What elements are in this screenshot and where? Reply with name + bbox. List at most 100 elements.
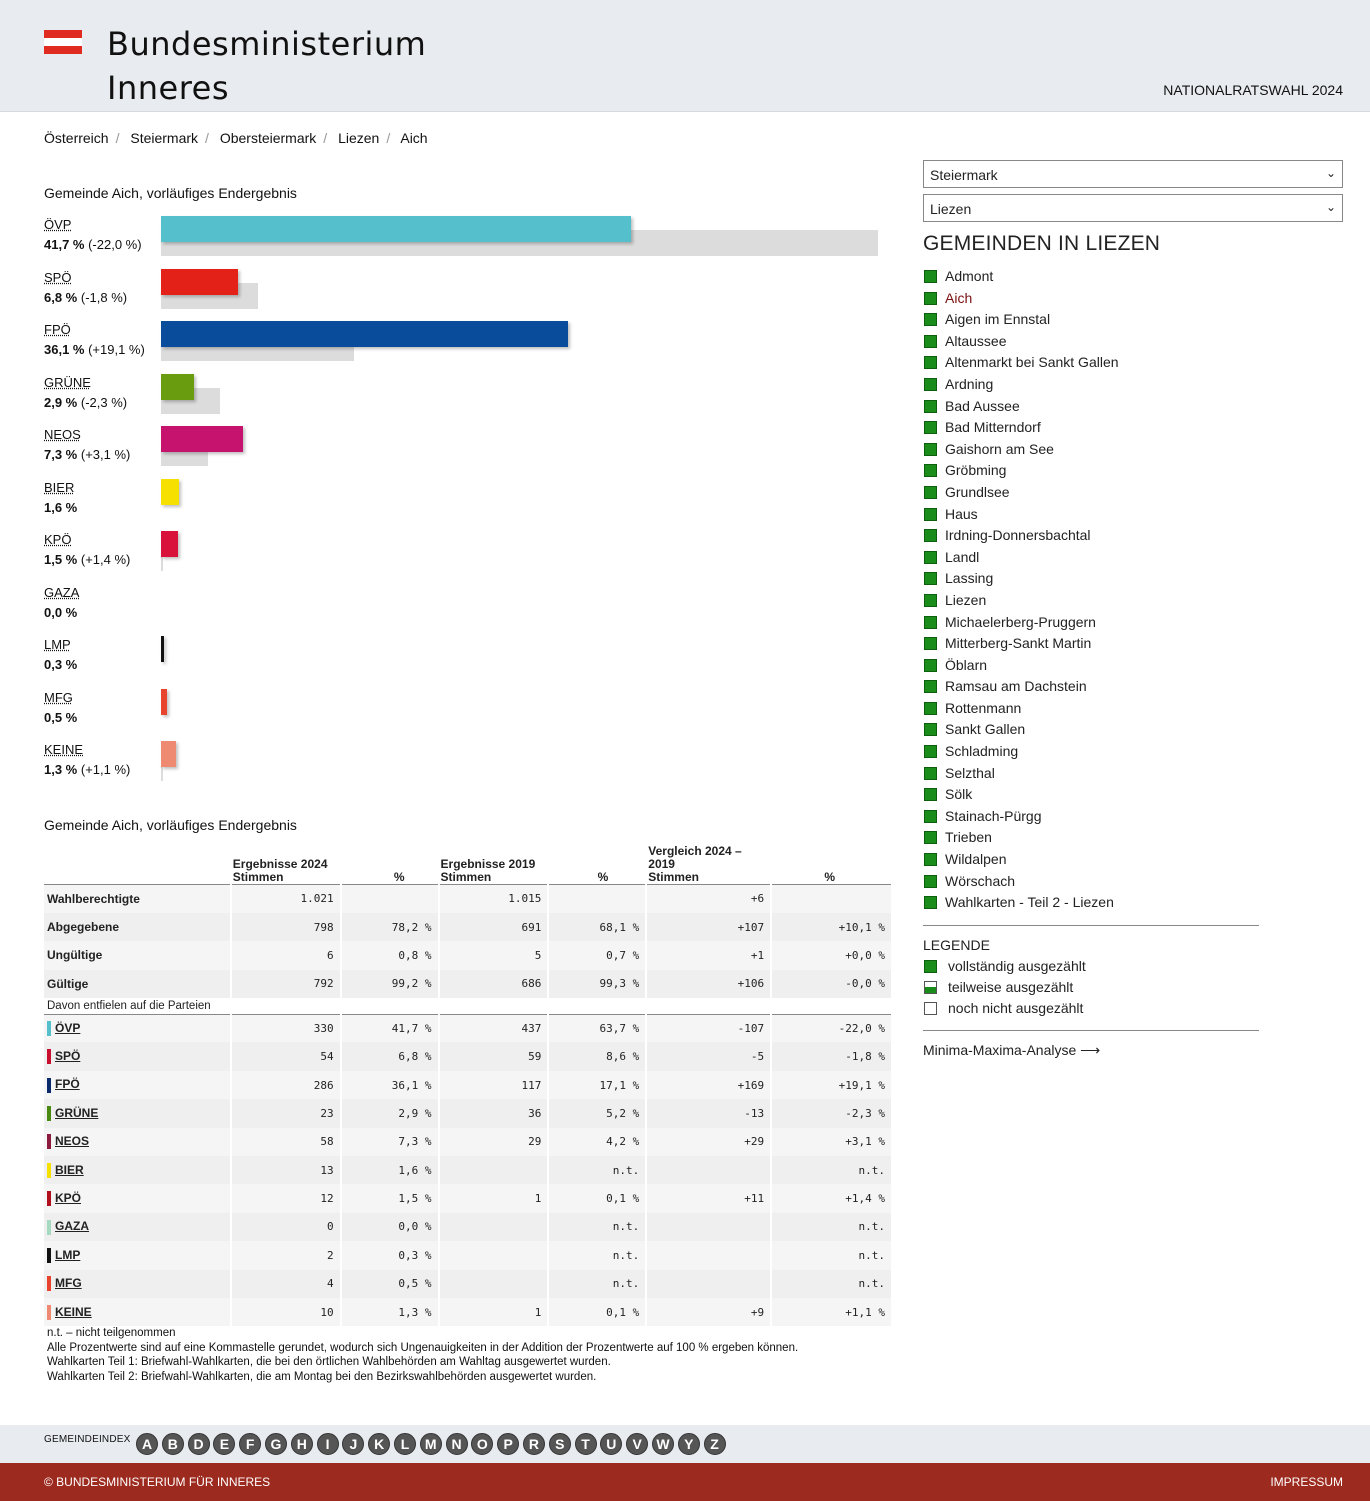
gemeinde-item[interactable]: Lassing	[923, 568, 1343, 590]
gemeinde-item[interactable]: Bad Aussee	[923, 396, 1343, 418]
gemeinde-item[interactable]: Irdning-Donnersbachtal	[923, 525, 1343, 547]
gemeinde-item[interactable]: Rottenmann	[923, 698, 1343, 720]
gemeinde-item[interactable]: Altenmarkt bei Sankt Gallen	[923, 352, 1343, 374]
index-letter-v[interactable]: V	[626, 1433, 649, 1455]
gemeinde-item[interactable]: Sankt Gallen	[923, 719, 1343, 741]
index-letter-a[interactable]: A	[136, 1433, 158, 1455]
gemeinde-item[interactable]: Admont	[923, 266, 1343, 288]
gemeinde-item[interactable]: Stainach-Pürgg	[923, 806, 1343, 828]
party-name-link[interactable]: SPÖ	[44, 269, 72, 285]
index-letter-y[interactable]: Y	[677, 1433, 700, 1455]
index-letter-i[interactable]: I	[316, 1433, 339, 1455]
party-name-link[interactable]: GAZA	[44, 584, 80, 600]
district-select[interactable]: Liezen ⌄	[923, 194, 1343, 222]
index-letter-e[interactable]: E	[213, 1433, 236, 1455]
party-name-link[interactable]: BIER	[44, 479, 75, 495]
col-2024-votes: Ergebnisse 2024 Stimmen	[230, 845, 341, 885]
index-letter-w[interactable]: W	[651, 1433, 674, 1455]
table-row: Wahlberechtigte 1.021 1.015 +6	[44, 884, 893, 913]
impressum-link[interactable]: IMPRESSUM	[1270, 1475, 1343, 1489]
gemeinde-item[interactable]: Haus	[923, 504, 1343, 526]
gemeinde-item[interactable]: Wörschach	[923, 871, 1343, 893]
gemeinde-item[interactable]: Schladming	[923, 741, 1343, 763]
complete-status-icon	[924, 896, 937, 910]
index-letter-m[interactable]: M	[419, 1433, 442, 1455]
gemeinde-item[interactable]: Liezen	[923, 590, 1343, 612]
index-letter-u[interactable]: U	[600, 1433, 623, 1455]
party-row: ÖVP 41,7 % (-22,0 %)	[44, 214, 894, 266]
gemeinden-title: GEMEINDEN IN LIEZEN	[923, 232, 1161, 255]
austria-flag-logo[interactable]	[44, 30, 82, 54]
index-letter-n[interactable]: N	[445, 1433, 468, 1455]
col-compare-pct: %	[771, 845, 892, 885]
gemeinde-item[interactable]: Gröbming	[923, 460, 1343, 482]
gemeinde-item[interactable]: Ramsau am Dachstein	[923, 676, 1343, 698]
breadcrumb-steiermark[interactable]: Steiermark	[130, 130, 199, 146]
complete-status-icon	[924, 270, 937, 283]
breadcrumb-liezen[interactable]: Liezen	[338, 130, 380, 146]
party-name-link[interactable]: KPÖ	[44, 532, 72, 547]
state-select[interactable]: Steiermark ⌄	[923, 160, 1343, 188]
complete-status-icon	[924, 334, 937, 348]
index-letter-g[interactable]: G	[264, 1433, 287, 1455]
index-letter-h[interactable]: H	[290, 1433, 313, 1455]
complete-status-icon	[924, 572, 937, 586]
party-row: FPÖ 36,1 % (+19,1 %)	[44, 319, 894, 371]
gemeinde-item[interactable]: Öblarn	[923, 655, 1343, 677]
index-letter-l[interactable]: L	[393, 1433, 416, 1455]
party-name-link[interactable]: FPÖ	[44, 322, 71, 337]
breadcrumb-obersteiermark[interactable]: Obersteiermark	[219, 130, 317, 146]
ministry-logo-text[interactable]: Bundesministerium Inneres	[107, 22, 426, 110]
complete-status-icon	[924, 959, 937, 973]
note-line: Wahlkarten Teil 1: Briefwahl-Wahlkarten,…	[47, 1356, 611, 1368]
gemeinde-item[interactable]: Sölk	[923, 784, 1343, 806]
index-letter-k[interactable]: K	[368, 1433, 391, 1455]
party-table-row: BIER 13 1,6 % n.t. n.t.	[44, 1156, 893, 1185]
gemeinde-item[interactable]: Landl	[923, 547, 1343, 569]
index-letter-t[interactable]: T	[574, 1433, 597, 1455]
gemeinden-list: Admont Aich Aigen im Ennstal Altaussee Alten…	[923, 266, 1343, 914]
party-percent-label: 41,7 % (-22,0 %)	[44, 237, 142, 252]
index-letter-z[interactable]: Z	[703, 1433, 726, 1455]
index-letter-s[interactable]: S	[548, 1433, 571, 1455]
gemeinde-item[interactable]: Aigen im Ennstal	[923, 309, 1343, 331]
index-letter-p[interactable]: P	[497, 1433, 520, 1455]
complete-status-icon	[924, 745, 937, 759]
index-letter-o[interactable]: O	[471, 1433, 494, 1455]
index-letter-r[interactable]: R	[522, 1433, 545, 1455]
note-line: Wahlkarten Teil 2: Briefwahl-Wahlkarten,…	[47, 1370, 597, 1383]
gemeinde-item[interactable]: Mitterberg-Sankt Martin	[923, 633, 1343, 655]
gemeinde-item[interactable]: Wahlkarten - Teil 2 - Liezen	[923, 892, 1343, 914]
party-name-link[interactable]: KEINE	[44, 742, 84, 757]
gemeinde-item[interactable]: Trieben	[923, 827, 1343, 849]
complete-status-icon	[924, 853, 937, 867]
index-letter-d[interactable]: D	[187, 1433, 210, 1455]
complete-status-icon	[924, 464, 937, 478]
gemeinde-item[interactable]: Aich	[923, 288, 1343, 310]
gemeinde-item[interactable]: Grundlsee	[923, 482, 1343, 504]
party-table-row: LMP 2 0,3 % n.t. n.t.	[44, 1241, 893, 1270]
gemeinde-item[interactable]: Ardning	[923, 374, 1343, 396]
gemeinde-item[interactable]: Altaussee	[923, 331, 1343, 353]
party-name-link[interactable]: GRÜNE	[44, 374, 91, 390]
breadcrumb-oesterreich[interactable]: Österreich	[44, 130, 109, 146]
gemeinde-item[interactable]: Michaelerberg-Pruggern	[923, 612, 1343, 634]
pending-status-icon	[924, 1001, 937, 1015]
gemeinde-item[interactable]: Selzthal	[923, 763, 1343, 785]
party-name-link[interactable]: MFG	[44, 689, 73, 705]
index-letter-f[interactable]: F	[239, 1433, 262, 1455]
gemeinde-item[interactable]: Bad Mitterndorf	[923, 417, 1343, 439]
index-letter-b[interactable]: B	[161, 1433, 184, 1455]
party-name-link[interactable]: ÖVP	[44, 217, 72, 232]
complete-status-icon	[924, 831, 937, 845]
index-letter-j[interactable]: J	[342, 1433, 365, 1455]
party-row: NEOS 7,3 % (+3,1 %)	[44, 424, 894, 476]
col-2019-votes: Ergebnisse 2019 Stimmen	[438, 845, 549, 885]
party-percent-label: 7,3 % (+3,1 %)	[44, 447, 131, 462]
gemeinde-item[interactable]: Gaishorn am See	[923, 439, 1343, 461]
gemeinde-item[interactable]: Wildalpen	[923, 849, 1343, 871]
party-name-link[interactable]: NEOS	[44, 427, 81, 442]
party-name-link[interactable]: LMP	[44, 637, 71, 652]
minmax-link[interactable]: Minima-Maxima-Analyse ⟶	[923, 1041, 1101, 1058]
